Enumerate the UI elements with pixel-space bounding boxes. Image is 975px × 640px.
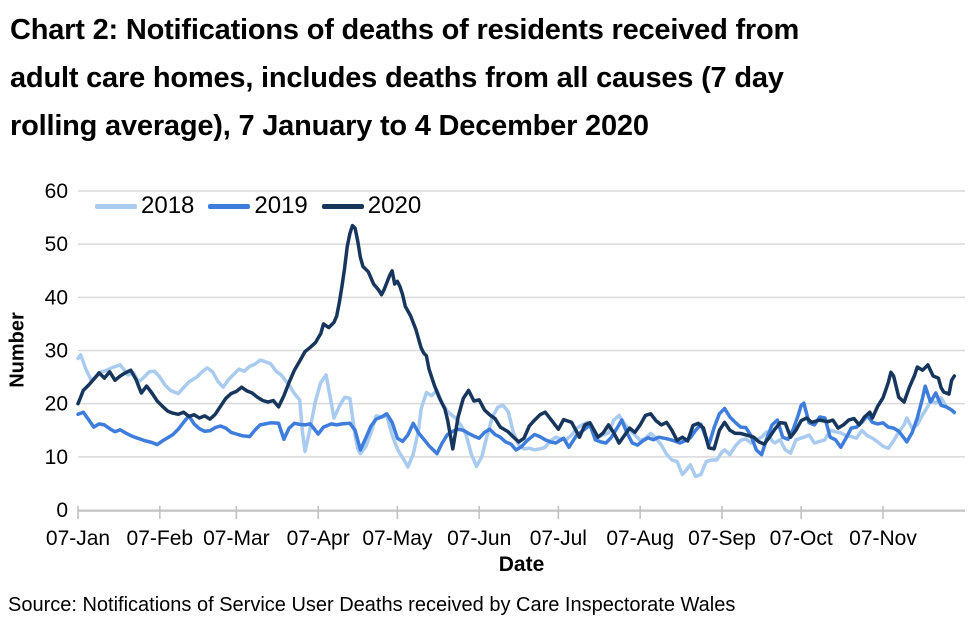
legend-line-swatch-2020 — [321, 203, 364, 209]
x-tick-label-07-Apr: 07-Apr — [287, 527, 350, 550]
legend-item-2020: 2020 — [321, 192, 422, 220]
x-tick-label-07-Jul: 07-Jul — [530, 527, 587, 550]
x-tick-label-07-Sep: 07-Sep — [688, 527, 756, 550]
source-text: Source: Notifications of Service User De… — [8, 594, 736, 616]
x-tick-label-07-Feb: 07-Feb — [127, 527, 194, 550]
legend-line-swatch-2019 — [208, 203, 251, 209]
x-tick-label-07-Jan: 07-Jan — [46, 527, 110, 550]
y-tick-label-10: 10 — [45, 446, 68, 469]
legend-label-2018: 2018 — [141, 192, 195, 219]
y-tick-label-0: 0 — [56, 499, 68, 522]
y-tick-label-30: 30 — [45, 340, 68, 363]
x-tick-label-07-Jun: 07-Jun — [447, 527, 511, 550]
chart-title-line-2: adult care homes, includes deaths from a… — [10, 62, 784, 94]
chart-legend: 2018 2019 2020 — [95, 192, 421, 220]
x-tick-label-07-Nov: 07-Nov — [849, 527, 917, 550]
y-tick-label-40: 40 — [45, 286, 68, 309]
chart-title-line-1: Chart 2: Notifications of deaths of resi… — [10, 14, 800, 46]
legend-item-2018: 2018 — [95, 192, 194, 220]
series-line-2020 — [76, 223, 957, 451]
x-tick-label-07-Oct: 07-Oct — [770, 527, 833, 550]
legend-label-2020: 2020 — [367, 192, 422, 219]
y-tick-label-60: 60 — [45, 180, 68, 203]
x-tick-label-07-Mar: 07-Mar — [203, 527, 270, 550]
series-line-2018 — [76, 353, 957, 479]
y-tick-label-50: 50 — [45, 233, 68, 256]
legend-line-swatch-2018 — [95, 203, 137, 209]
chart-title: Chart 2: Notifications of deaths of resi… — [10, 6, 970, 150]
x-axis-title: Date — [498, 553, 545, 576]
legend-item-2019: 2019 — [208, 192, 308, 220]
legend-label-2019: 2019 — [254, 192, 308, 219]
chart-title-line-3: rolling average), 7 January to 4 Decembe… — [10, 110, 649, 142]
y-axis-title: Number — [6, 312, 29, 388]
series-line-2019 — [76, 384, 957, 457]
y-tick-label-20: 20 — [45, 393, 68, 416]
x-tick-label-07-Aug: 07-Aug — [606, 527, 674, 550]
x-tick-label-07-May: 07-May — [362, 527, 433, 550]
